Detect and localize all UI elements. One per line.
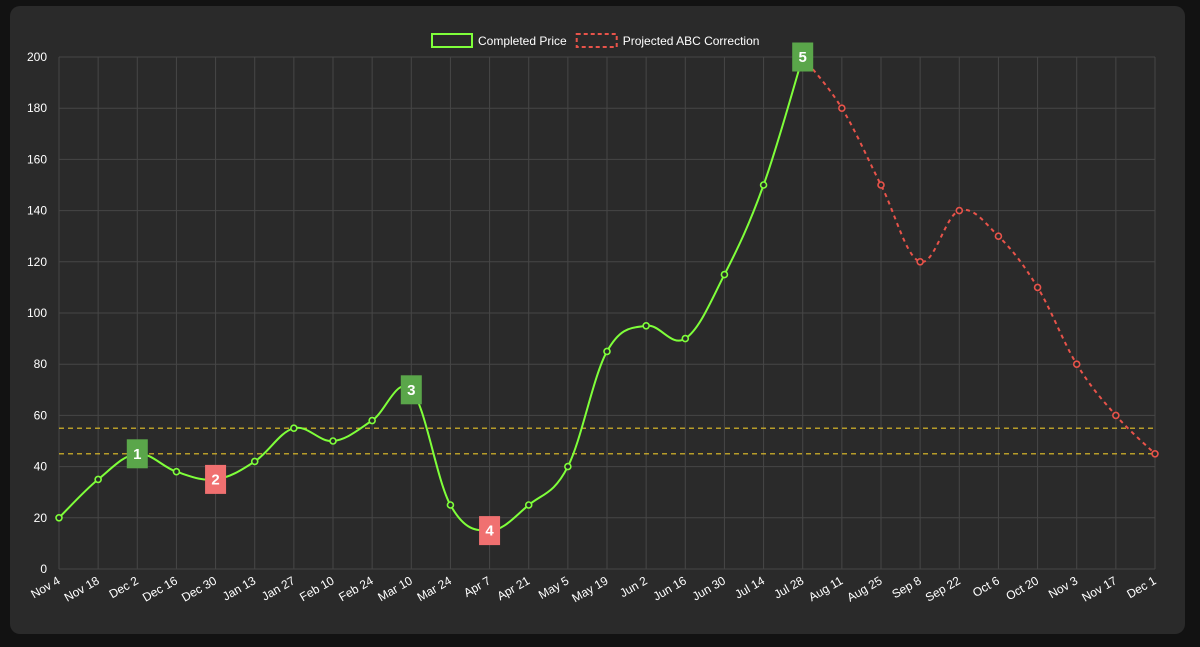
x-tick-label: Apr 21: [495, 573, 533, 603]
x-tick-label: Nov 4: [28, 573, 62, 601]
wave-label: 3: [407, 382, 415, 399]
y-tick-label: 120: [27, 255, 47, 269]
wave-label-box: [792, 42, 814, 72]
wave-annotations: 1 2 3 4 5: [126, 42, 814, 546]
legend-label[interactable]: Projected ABC Correction: [623, 34, 760, 48]
x-tick-label: Feb 24: [336, 573, 376, 604]
x-tick-label: Oct 6: [970, 573, 1002, 600]
x-tick-label: Jul 28: [771, 573, 806, 601]
y-tick-label: 100: [27, 306, 47, 320]
wave-label-box: [479, 516, 501, 546]
wave-label: 1: [133, 446, 141, 463]
data-point[interactable]: [603, 347, 611, 356]
x-tick-label: Dec 30: [179, 573, 219, 604]
x-tick-label: Dec 16: [140, 573, 180, 604]
grid: [58, 56, 1156, 570]
legend[interactable]: Completed Price Projected ABC Correction: [431, 33, 760, 48]
data-point[interactable]: [368, 416, 376, 425]
legend-label[interactable]: Completed Price: [478, 34, 567, 48]
data-point[interactable]: [94, 475, 102, 484]
data-point[interactable]: [446, 501, 455, 509]
y-tick-label: 60: [34, 408, 48, 422]
x-tick-label: Jun 16: [651, 573, 689, 603]
data-point[interactable]: [290, 424, 298, 433]
data-point[interactable]: [955, 206, 964, 215]
wave-label-box: [205, 464, 227, 494]
data-point[interactable]: [994, 232, 1003, 240]
y-tick-label: 40: [34, 460, 48, 474]
series-line-0: [58, 56, 804, 532]
x-tick-label: Dec 2: [107, 573, 141, 601]
x-tick-label: Mar 24: [415, 573, 455, 604]
wave-label-box: [400, 375, 422, 405]
wave-label: 2: [211, 471, 219, 488]
x-tick-label: Aug 11: [806, 573, 845, 604]
y-tick-label: 20: [34, 511, 48, 525]
y-tick-label: 0: [40, 562, 47, 576]
y-tick-label: 200: [27, 50, 47, 64]
data-point[interactable]: [329, 437, 337, 445]
x-tick-label: Jun 2: [617, 573, 650, 600]
legend-swatch[interactable]: [431, 33, 473, 48]
data-point[interactable]: [1072, 360, 1081, 369]
data-point[interactable]: [1112, 411, 1120, 420]
data-point[interactable]: [1033, 283, 1042, 292]
y-tick-label: 160: [27, 152, 47, 166]
x-tick-label: Jul 14: [732, 573, 767, 601]
data-point[interactable]: [524, 501, 533, 509]
x-tick-label: Dec 1: [1124, 573, 1158, 601]
data-point[interactable]: [838, 104, 846, 112]
x-tick-label: Nov 3: [1046, 573, 1080, 601]
x-tick-label: Sep 8: [889, 573, 923, 601]
wave-label: 5: [799, 49, 807, 66]
y-axis-ticks: 0 20 40 60 80 100 120 140 160 180 200: [27, 50, 47, 576]
data-point[interactable]: [681, 334, 690, 343]
chart-panel: [10, 6, 1185, 634]
x-tick-label: Jan 13: [220, 573, 258, 603]
x-tick-label: Sep 22: [923, 573, 963, 604]
legend-swatch[interactable]: [575, 33, 618, 48]
data-point[interactable]: [642, 321, 650, 330]
y-tick-label: 140: [27, 204, 47, 218]
x-tick-label: Feb 10: [297, 573, 337, 604]
data-point[interactable]: [916, 257, 924, 266]
y-tick-label: 80: [34, 357, 48, 371]
data-point[interactable]: [877, 181, 885, 189]
x-tick-label: Jan 27: [259, 573, 297, 603]
x-tick-label: May 19: [569, 573, 610, 605]
wave-label: 4: [485, 523, 494, 540]
data-point[interactable]: [564, 462, 572, 471]
x-tick-label: Jun 30: [690, 573, 728, 603]
data-point[interactable]: [172, 467, 181, 476]
data-point[interactable]: [1151, 449, 1159, 458]
reference-lines: [59, 427, 1155, 455]
data-point[interactable]: [250, 457, 259, 466]
data-point[interactable]: [55, 513, 63, 522]
data-point[interactable]: [759, 181, 768, 189]
x-tick-label: Mar 10: [375, 573, 415, 604]
data-point[interactable]: [720, 270, 729, 279]
x-tick-label: May 5: [536, 573, 572, 602]
x-tick-label: Apr 7: [461, 573, 493, 600]
series-line-1: [801, 56, 1156, 455]
x-tick-label: Aug 25: [845, 573, 885, 604]
y-tick-label: 180: [27, 101, 47, 115]
x-tick-label: Nov 18: [62, 573, 102, 604]
wave-label-box: [126, 439, 148, 469]
x-tick-label: Nov 17: [1079, 573, 1119, 604]
x-axis-ticks: Nov 4 Nov 18 Dec 2 Dec 16 Dec 30 Jan 13 Jan 27…: [28, 573, 1158, 605]
x-tick-label: Oct 20: [1003, 573, 1041, 603]
